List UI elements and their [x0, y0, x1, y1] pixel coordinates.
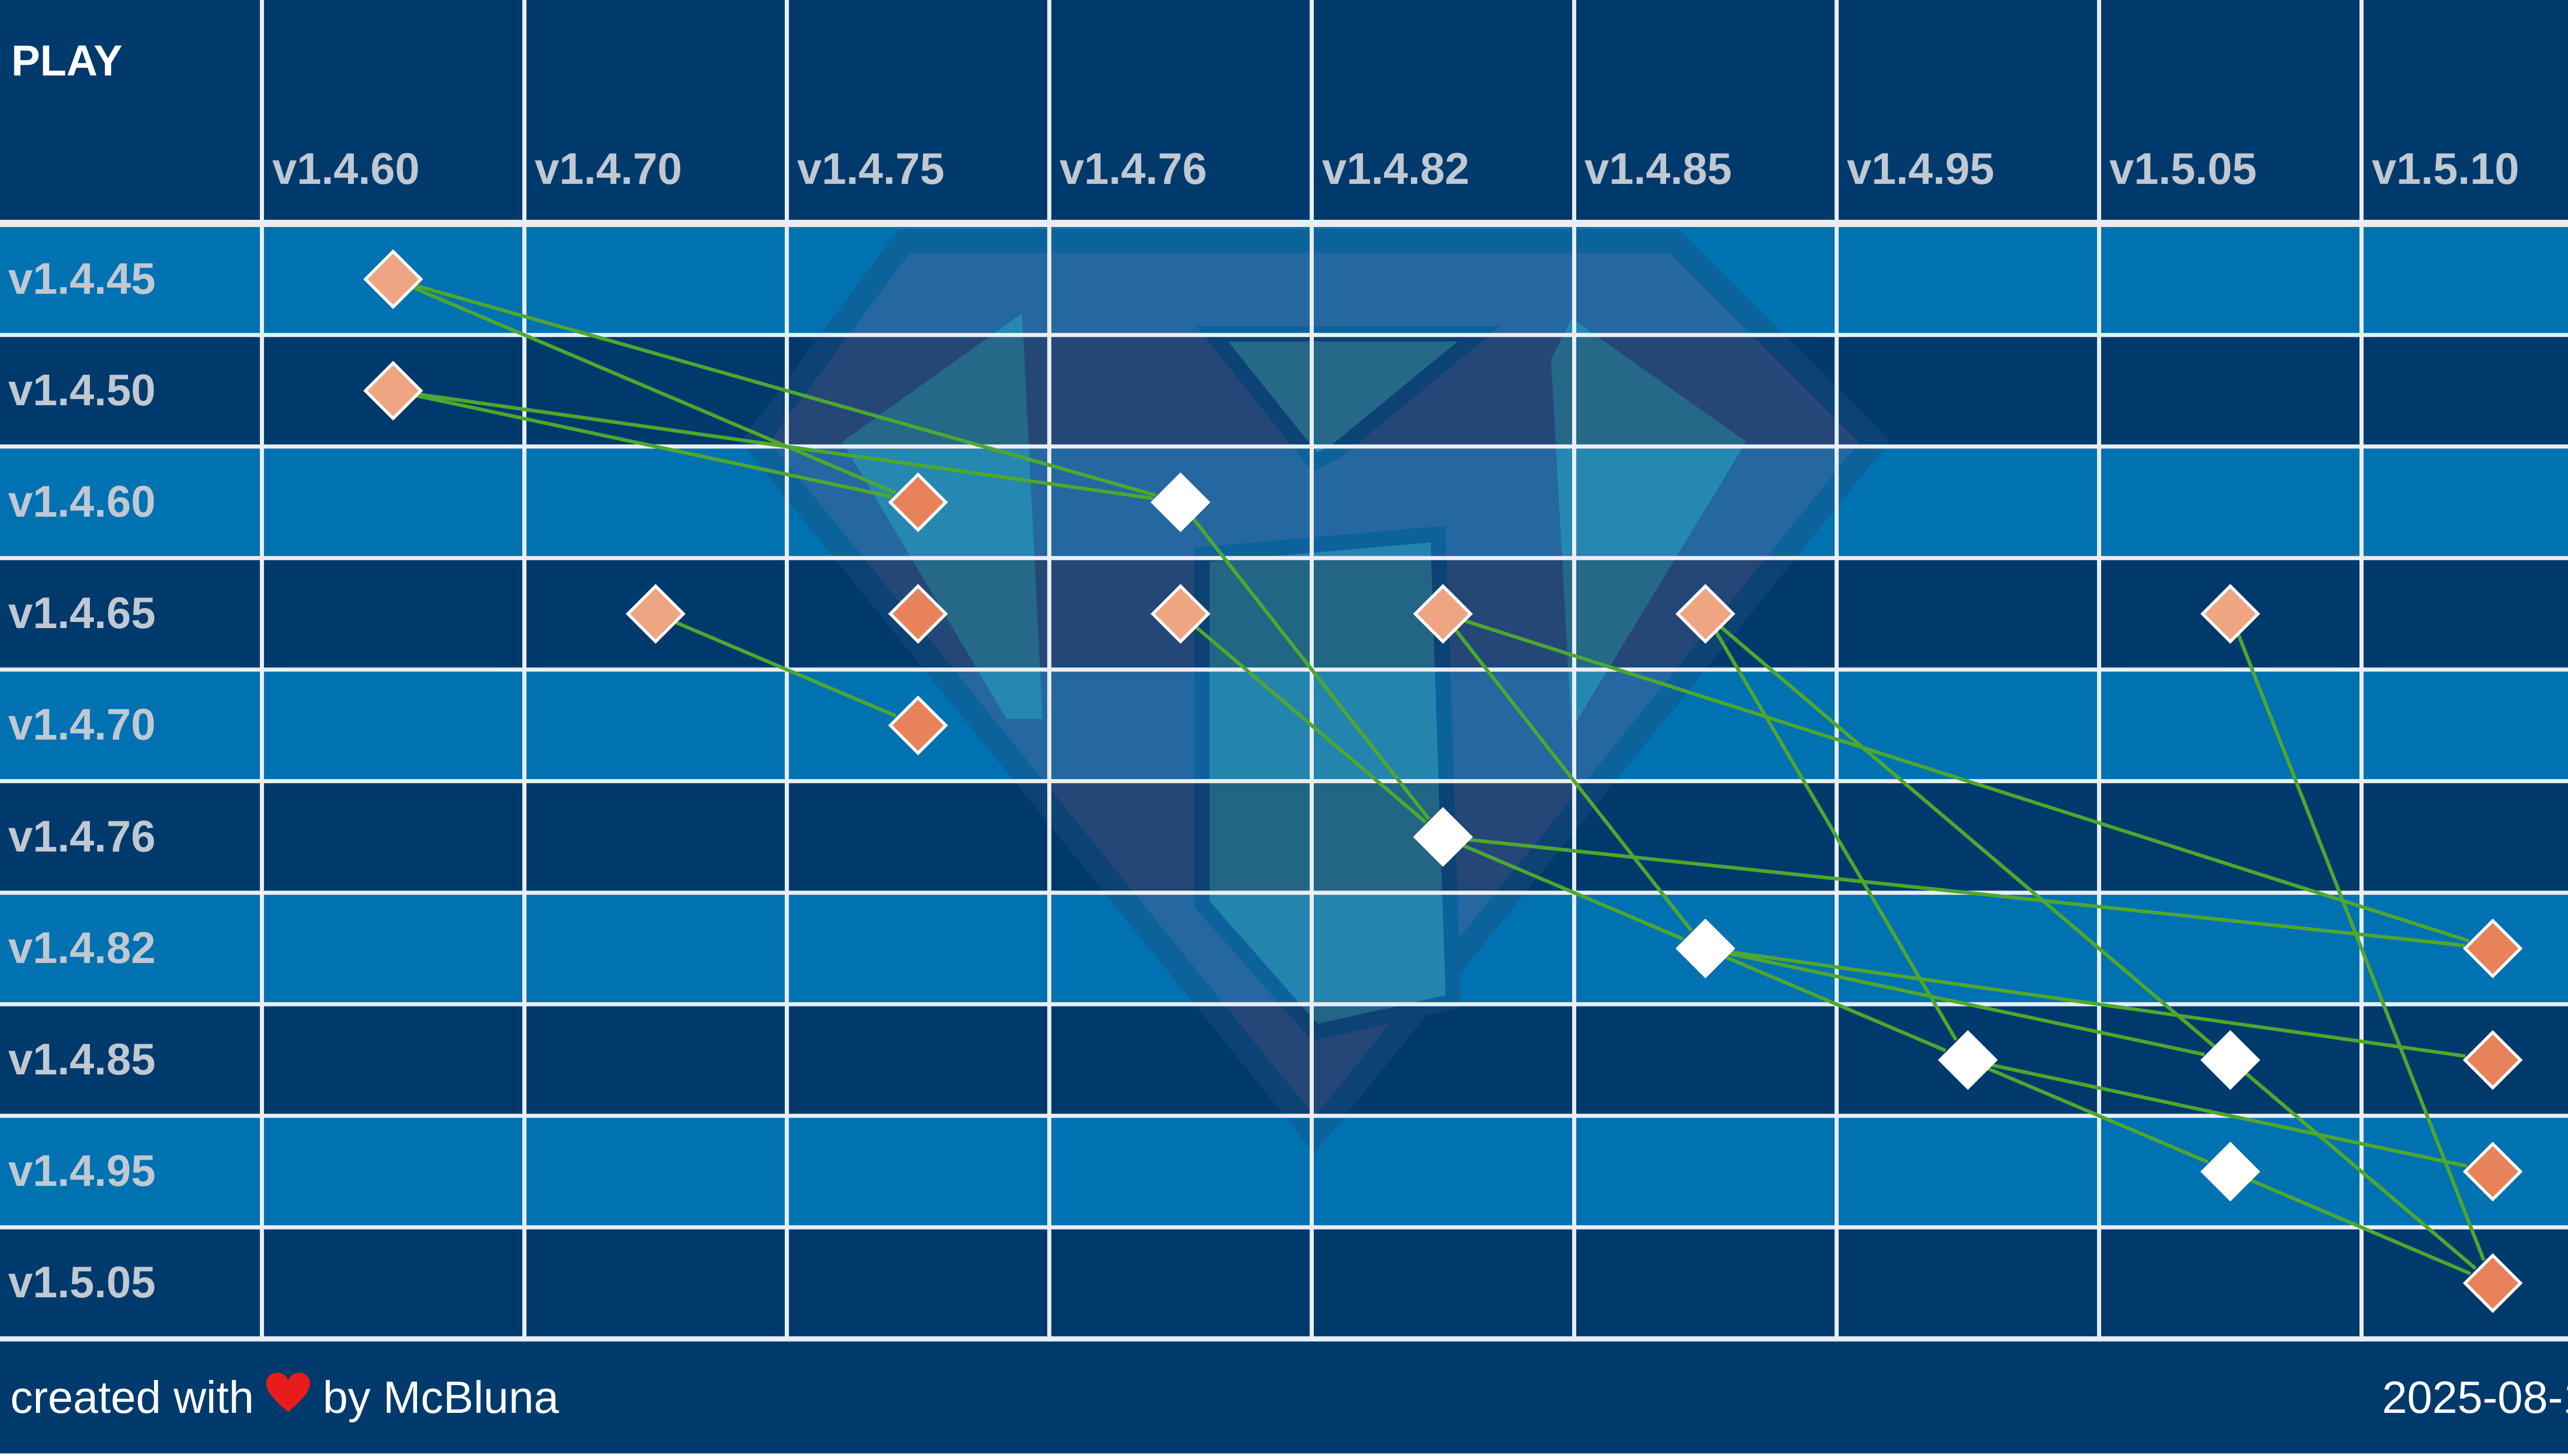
corner-label: PLAY — [11, 36, 123, 85]
row-header: v1.4.95 — [8, 1146, 156, 1196]
column-header: v1.5.10 — [2372, 144, 2519, 194]
release-node-orange — [2463, 1030, 2523, 1090]
release-node-orange — [888, 472, 948, 533]
release-node-orange — [2463, 918, 2523, 979]
heart-icon — [265, 1371, 311, 1424]
column-header: v1.4.70 — [535, 144, 682, 194]
release-node-orange — [2463, 1141, 2523, 1202]
release-node-white — [1938, 1030, 1998, 1090]
row-header: v1.4.82 — [8, 923, 156, 973]
release-node-white — [2200, 1030, 2260, 1090]
release-node-light-orange — [1413, 583, 1473, 644]
upgrade-path-arrow — [416, 393, 893, 499]
upgrade-path-arrow — [1987, 1066, 2209, 1164]
column-header: v1.5.05 — [2109, 144, 2257, 194]
upgrade-path-arrow — [1191, 517, 1430, 820]
upgrade-path-arrow — [2236, 633, 2486, 1261]
upgrade-path-arrow — [2244, 1071, 2477, 1270]
upgrade-path-arrow — [1463, 618, 2469, 943]
footer-date: 2025-08-19 — [2382, 1372, 2568, 1423]
release-node-orange — [2463, 1253, 2523, 1313]
upgrade-path-arrow — [417, 392, 1154, 500]
row-header: v1.4.65 — [8, 589, 156, 638]
row-band — [0, 558, 2568, 670]
release-node-orange — [888, 695, 948, 755]
footer-credit: created with by McBluna — [10, 1371, 559, 1424]
row-header: v1.4.76 — [8, 811, 156, 861]
release-node-light-orange — [626, 583, 686, 644]
column-header: v1.4.60 — [272, 144, 420, 194]
row-band — [0, 335, 2568, 447]
upgrade-path-arrow — [2249, 1178, 2471, 1276]
upgrade-path-arrow — [1194, 625, 1427, 824]
release-node-light-orange — [2200, 583, 2260, 644]
footer-prefix: created with — [10, 1372, 254, 1423]
row-band — [0, 1115, 2568, 1227]
upgrade-path-arrow — [1724, 955, 1947, 1052]
row-header: v1.5.05 — [8, 1258, 156, 1308]
upgrade-path-arrow — [1462, 843, 1684, 941]
row-header: v1.4.70 — [8, 700, 156, 750]
column-header: v1.4.95 — [1847, 144, 1994, 194]
column-header: v1.4.85 — [1584, 144, 1732, 194]
upgrade-path-arrow — [1729, 950, 2466, 1058]
upgrade-path-arrow — [1467, 838, 2465, 948]
row-band — [0, 223, 2568, 335]
column-header: v1.4.75 — [797, 144, 945, 194]
row-header: v1.4.50 — [8, 365, 156, 415]
upgrade-path-arrow — [1728, 951, 2205, 1056]
release-node-light-orange — [363, 249, 423, 309]
column-header: v1.4.76 — [1060, 144, 1207, 194]
upgrade-path-arrow — [412, 286, 897, 495]
upgrade-path-arrow — [674, 620, 897, 718]
release-node-white — [2200, 1141, 2260, 1202]
watermark-logo — [740, 230, 1891, 1154]
release-node-light-orange — [363, 361, 423, 421]
row-header: v1.4.85 — [8, 1035, 156, 1084]
release-node-orange — [888, 583, 948, 644]
row-band — [0, 1227, 2568, 1339]
release-node-white — [1675, 918, 1735, 979]
row-header: v1.4.60 — [8, 477, 156, 526]
column-header: v1.4.82 — [1322, 144, 1469, 194]
release-nodes — [363, 249, 2523, 1313]
release-node-light-orange — [1150, 583, 1211, 644]
upgrade-paths — [412, 283, 2486, 1276]
release-node-light-orange — [1675, 583, 1735, 644]
row-band — [0, 669, 2568, 781]
upgrade-path-arrow — [1453, 628, 1693, 932]
upgrade-path-arrow — [1714, 630, 1958, 1041]
row-band — [0, 446, 2568, 558]
row-header: v1.4.45 — [8, 254, 156, 304]
release-node-white — [1413, 807, 1473, 867]
upgrade-path-arrow — [414, 283, 1157, 497]
footer-author: by McBluna — [323, 1372, 559, 1423]
upgrade-path-arrow — [1990, 1063, 2467, 1168]
release-node-white — [1150, 472, 1211, 533]
